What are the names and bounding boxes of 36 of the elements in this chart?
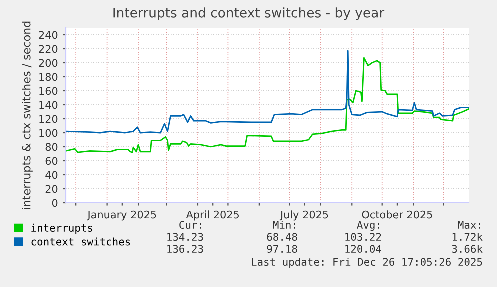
text: Min: [273, 220, 296, 229]
y-tick-label: 220 [39, 45, 58, 54]
y-tick-label: 0 [52, 199, 58, 208]
y-tick-label: 200 [39, 59, 58, 68]
line-series [66, 57, 469, 154]
text: 1.72k [452, 232, 483, 241]
y-axis-title: interrupts & ctx switches / second [22, 22, 33, 210]
text: 68.48 [267, 233, 298, 242]
y-tick-label: 60 [46, 157, 58, 166]
y-tick-label: 160 [40, 87, 58, 96]
y-tick-label: 140 [40, 101, 58, 110]
y-tick-label: 240 [39, 31, 58, 40]
text: 103.22 [346, 233, 382, 242]
x-tick-label: April 2025 [186, 210, 239, 221]
y-tick-label: 40 [46, 171, 58, 180]
x-tick-label: July 2025 [280, 210, 328, 221]
text: Cur: [180, 221, 202, 230]
text: 97.18 [267, 245, 298, 254]
x-tick-label: January 2025 [87, 210, 156, 221]
text: Last update: Fri Dec 26 17:05:26 2025 [252, 258, 482, 268]
y-tick-label: 120 [40, 115, 58, 124]
y-tick-label: 20 [46, 185, 58, 194]
y-tick-label: 80 [46, 143, 58, 152]
x-tick-label: October 2025 [362, 210, 432, 219]
text: 134.23 [168, 233, 204, 242]
text: 120.04 [346, 245, 382, 254]
text: 136.23 [168, 245, 204, 254]
text: 3.66k [452, 244, 483, 254]
text: Avg: [357, 221, 380, 232]
text: Max: [458, 221, 480, 230]
line-series [66, 50, 469, 134]
y-tick-label: 100 [40, 129, 58, 138]
legend-label: context switches [32, 238, 130, 246]
legend-label: interrupts [32, 224, 92, 234]
chart-title: Interrupts and context switches - by year [114, 8, 385, 20]
y-tick-label: 180 [40, 73, 58, 82]
